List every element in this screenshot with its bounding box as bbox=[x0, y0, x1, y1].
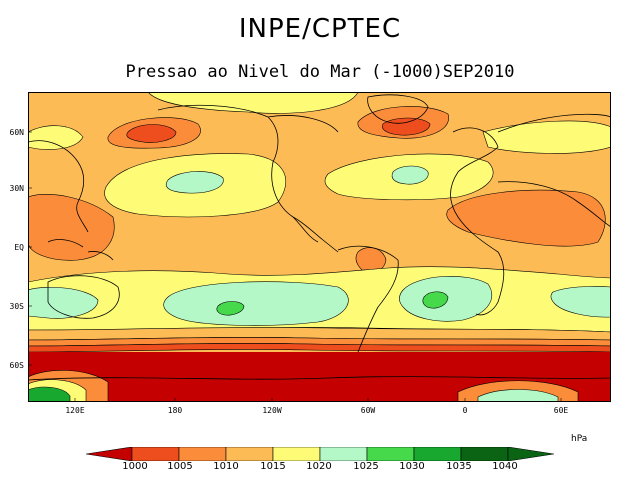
lat-label-eq: EQ bbox=[14, 243, 24, 252]
pressure-band-1015-north-east bbox=[28, 125, 84, 150]
legend-swatch bbox=[131, 447, 180, 461]
legend-level: 1005 bbox=[167, 461, 193, 472]
coastline-north-america bbox=[157, 104, 339, 243]
pressure-band-1005-asian-low bbox=[446, 189, 606, 247]
map-frame bbox=[28, 92, 611, 402]
legend-swatch bbox=[366, 447, 415, 461]
coastline-east-asia bbox=[28, 140, 89, 233]
legend-level: 1020 bbox=[306, 461, 332, 472]
pressure-band-1015-polar-north bbox=[147, 92, 359, 114]
legend-level: 1015 bbox=[260, 461, 286, 472]
pressure-band-1020-south-pacific bbox=[163, 281, 349, 326]
pressure-band-1020-indian-west bbox=[28, 286, 99, 319]
pressure-band-1025-south-atlantic-core bbox=[422, 291, 449, 309]
legend-swatch bbox=[272, 447, 321, 461]
coastline-europe-africa bbox=[450, 127, 505, 316]
lat-label-30n: 30N bbox=[9, 184, 24, 193]
lon-label-60w: 60W bbox=[360, 406, 376, 415]
lon-label-120w: 120W bbox=[262, 406, 282, 415]
legend-swatch bbox=[86, 447, 133, 461]
map-subtitle: Pressao ao Nivel do Mar (-1000)SEP2010 bbox=[125, 62, 515, 82]
legend-level: 1030 bbox=[399, 461, 425, 472]
pressure-band-1000-aleutian-core bbox=[126, 124, 177, 143]
pressure-band-1020-north-pacific bbox=[165, 171, 224, 194]
pressure-band-1005-indo-pacific-low bbox=[28, 194, 115, 261]
legend-swatch bbox=[178, 447, 227, 461]
pressure-band-1000-south bbox=[28, 343, 611, 353]
lat-label-30s: 30S bbox=[9, 302, 24, 311]
coastline-australia bbox=[47, 275, 120, 319]
coastline-south-america bbox=[337, 245, 399, 353]
legend-swatch bbox=[507, 447, 554, 461]
pressure-band-1020-indian-east bbox=[550, 286, 611, 318]
pressure-band-1015-east-pacific bbox=[482, 120, 611, 154]
pressure-band-antarctic-high-east-inner bbox=[477, 389, 559, 402]
lat-label-60s: 60S bbox=[9, 361, 24, 370]
coastline-antarctica bbox=[28, 376, 611, 381]
lon-label-0: 0 bbox=[462, 406, 468, 415]
pressure-band-1020-north-atlantic bbox=[391, 165, 429, 185]
coastline-maritime-continent bbox=[47, 239, 114, 261]
coastlines bbox=[28, 94, 611, 381]
lon-label-180: 180 bbox=[167, 406, 183, 415]
coastline-greenland bbox=[367, 94, 429, 124]
map-title: INPE/CPTEC bbox=[238, 14, 402, 44]
legend-level: 1025 bbox=[353, 461, 379, 472]
pressure-band-1025-south-pacific-core bbox=[216, 301, 245, 316]
lat-label-60n: 60N bbox=[9, 128, 24, 137]
legend-swatch bbox=[225, 447, 274, 461]
legend-swatch bbox=[460, 447, 509, 461]
legend-level: 1010 bbox=[213, 461, 239, 472]
pressure-map bbox=[28, 92, 611, 402]
lon-label-60e: 60E bbox=[553, 406, 569, 415]
color-legend bbox=[86, 447, 554, 461]
legend-unit: hPa bbox=[571, 434, 588, 444]
legend-level: 1000 bbox=[122, 461, 148, 472]
legend-swatch bbox=[319, 447, 368, 461]
coastline-central-america bbox=[292, 216, 339, 253]
legend-level: 1040 bbox=[492, 461, 518, 472]
legend-swatch bbox=[413, 447, 462, 461]
lon-label-120e: 120E bbox=[65, 406, 85, 415]
legend-level: 1035 bbox=[446, 461, 472, 472]
pressure-band-1000-icelandic-core bbox=[382, 117, 431, 136]
coastline-asia bbox=[497, 113, 611, 228]
